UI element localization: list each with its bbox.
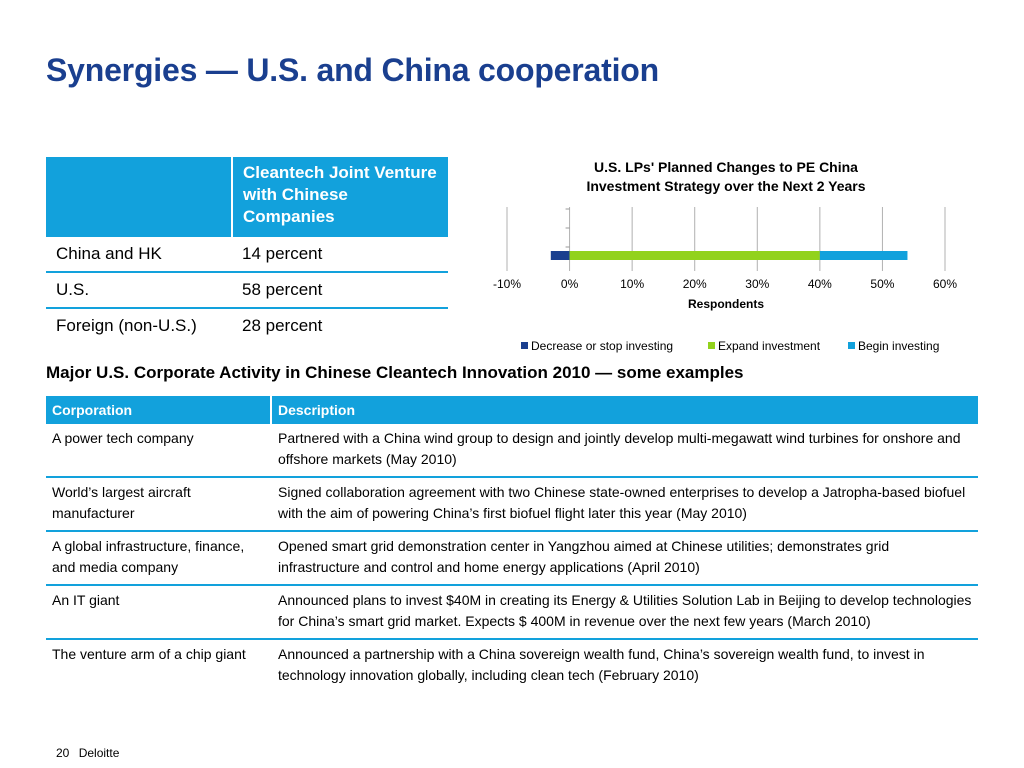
- percent-cell: 28 percent: [242, 316, 323, 335]
- x-tick-label: 0%: [561, 277, 579, 291]
- header-cell-empty: [46, 157, 233, 237]
- x-tick-label: -10%: [493, 277, 521, 291]
- column-header-corporation: Corporation: [46, 396, 272, 424]
- x-axis-label: Respondents: [688, 297, 764, 311]
- table-row: World’s largest aircraft manufacturer Si…: [46, 477, 978, 532]
- table-row: China and HK 14 percent: [46, 237, 448, 273]
- legend-label: Decrease or stop investing: [531, 339, 673, 353]
- legend-swatch: [521, 342, 528, 349]
- column-header-description: Description: [271, 396, 978, 424]
- bar-begin-investing: [819, 251, 908, 260]
- region-cell: Foreign (non-U.S.): [56, 316, 197, 335]
- table-row: U.S. 58 percent: [46, 272, 448, 309]
- bar-expand-investment: [569, 251, 820, 260]
- corporation-cell: World’s largest aircraft manufacturer: [46, 477, 272, 532]
- table-header-row: Corporation Description: [46, 396, 978, 424]
- table-header-row: Cleantech Joint Venture with Chinese Com…: [46, 157, 448, 237]
- corporation-cell: A global infrastructure, finance, and me…: [46, 531, 272, 586]
- brand-name: Deloitte: [78, 746, 120, 760]
- corporation-cell: The venture arm of a chip giant: [46, 639, 272, 692]
- region-cell: China and HK: [46, 237, 232, 273]
- header-cell-joint-venture: Cleantech Joint Venture with Chinese Com…: [232, 157, 448, 237]
- table-row: A global infrastructure, finance, and me…: [46, 531, 978, 586]
- x-tick-label: 40%: [808, 277, 832, 291]
- table-row: A power tech company Partnered with a Ch…: [46, 424, 978, 478]
- corporation-cell: A power tech company: [46, 424, 272, 478]
- x-tick-labels: -10% 0% 10% 20% 30% 40% 50% 60%: [493, 277, 957, 291]
- chart-legend: Decrease or stop investing Expand investm…: [521, 339, 939, 353]
- lp-strategy-chart: U.S. LPs' Planned Changes to PE China In…: [493, 159, 957, 353]
- description-cell: Opened smart grid demonstration center i…: [271, 531, 978, 586]
- corporate-activity-table: Corporation Description A power tech com…: [46, 396, 978, 692]
- slide-title: Synergies — U.S. and China cooperation: [46, 52, 659, 88]
- x-tick-label: 60%: [933, 277, 957, 291]
- slide-footer: 20 Deloitte: [56, 746, 119, 760]
- page-number: 20: [56, 746, 70, 760]
- gridlines: [506, 207, 946, 271]
- percent-cell: 58 percent: [232, 272, 448, 309]
- description-cell: Announced a partnership with a China sov…: [278, 646, 925, 683]
- description-cell: Signed collaboration agreement with two …: [271, 477, 978, 532]
- legend-label: Expand investment: [718, 339, 821, 353]
- chart-title-line-2: Investment Strategy over the Next 2 Year…: [586, 178, 865, 194]
- table-row: The venture arm of a chip giant Announce…: [46, 639, 978, 692]
- x-tick-label: 20%: [683, 277, 707, 291]
- legend-swatch: [708, 342, 715, 349]
- legend-swatch: [848, 342, 855, 349]
- joint-venture-table: Cleantech Joint Venture with Chinese Com…: [46, 157, 448, 343]
- x-tick-label: 30%: [745, 277, 769, 291]
- x-tick-label: 10%: [620, 277, 644, 291]
- legend-label: Begin investing: [858, 339, 939, 353]
- percent-cell: 14 percent: [232, 237, 448, 273]
- table-row: Foreign (non-U.S.) 28 percent: [46, 308, 448, 343]
- corporation-cell: An IT giant: [46, 585, 272, 640]
- description-cell: Announced plans to invest $40M in creati…: [271, 585, 978, 640]
- chart-title: U.S. LPs' Planned Changes to PE China In…: [586, 159, 865, 194]
- activity-heading: Major U.S. Corporate Activity in Chinese…: [46, 363, 744, 382]
- table-row: An IT giant Announced plans to invest $4…: [46, 585, 978, 640]
- bar-decrease-or-stop-investing: [550, 251, 570, 260]
- description-cell: Partnered with a China wind group to des…: [271, 424, 978, 478]
- region-cell: U.S.: [46, 272, 232, 309]
- x-tick-label: 50%: [870, 277, 894, 291]
- chart-title-line-1: U.S. LPs' Planned Changes to PE China: [594, 159, 858, 175]
- bars: [550, 251, 908, 260]
